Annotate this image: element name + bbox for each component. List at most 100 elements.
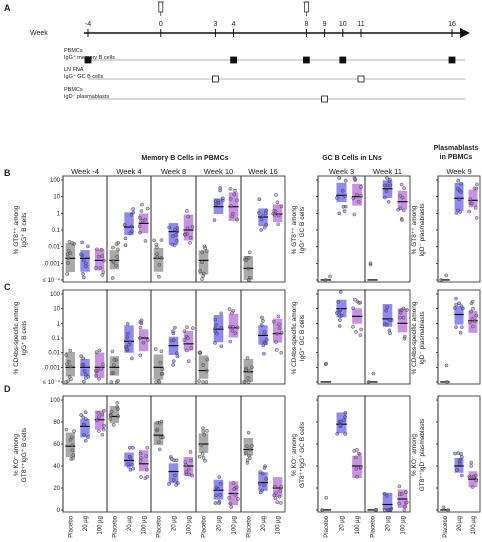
- data-point: [457, 459, 462, 464]
- data-point: [81, 356, 85, 361]
- data-point: [201, 363, 206, 367]
- data-point: [404, 490, 408, 495]
- data-point: [139, 475, 143, 479]
- box: [109, 250, 120, 270]
- data-point: [338, 308, 343, 312]
- category-label: 100 µg: [276, 516, 282, 534]
- data-point: [171, 363, 175, 367]
- data-point: [83, 376, 88, 380]
- data-point: [439, 278, 443, 282]
- y-axis-label: IgG⁺ B cells: [21, 212, 28, 248]
- data-point: [138, 230, 142, 235]
- data-point: [401, 306, 406, 311]
- data-point: [260, 471, 265, 476]
- data-point: [189, 458, 193, 463]
- box: [272, 318, 283, 343]
- data-point: [236, 497, 240, 501]
- y-tick-label: 10: [53, 307, 60, 313]
- box: [65, 243, 76, 273]
- subplot-frame: [240, 175, 286, 283]
- data-point: [459, 325, 464, 329]
- data-point: [65, 362, 69, 367]
- timeline-week: 9: [323, 21, 327, 28]
- y-tick-label: 10: [53, 195, 60, 201]
- data-point: [86, 435, 90, 439]
- data-point: [123, 243, 128, 248]
- data-point: [108, 417, 113, 421]
- data-point: [139, 209, 144, 213]
- data-point: [213, 326, 217, 331]
- data-point: [81, 422, 86, 427]
- data-point: [400, 218, 404, 222]
- data-point: [386, 508, 391, 512]
- header-memory: Memory B Cells in PBMCs: [141, 155, 228, 162]
- data-point: [456, 451, 461, 455]
- data-point: [109, 380, 114, 384]
- data-point: [213, 329, 218, 334]
- data-point: [247, 456, 252, 460]
- data-point: [233, 492, 238, 497]
- subplot-title: Week 4: [116, 167, 141, 176]
- timeline-week: 8: [304, 21, 308, 28]
- data-point: [456, 178, 460, 183]
- data-point: [64, 353, 69, 357]
- data-point: [111, 423, 116, 427]
- data-point: [273, 209, 278, 214]
- category-label: Placebo: [157, 515, 163, 537]
- data-point: [157, 447, 162, 452]
- data-point: [356, 199, 361, 204]
- data-point: [185, 336, 190, 341]
- data-point: [259, 217, 264, 222]
- data-point: [231, 325, 235, 329]
- data-point: [98, 266, 103, 270]
- sample-marker: [321, 95, 329, 103]
- data-point: [199, 443, 204, 447]
- data-point: [131, 466, 135, 471]
- panel-label-b: B: [4, 168, 11, 178]
- data-point: [201, 455, 206, 460]
- data-point: [140, 202, 144, 207]
- data-point: [250, 365, 254, 370]
- data-point: [342, 209, 347, 213]
- data-point: [386, 199, 391, 204]
- data-point: [247, 278, 251, 282]
- data-point: [130, 229, 134, 234]
- data-point: [343, 414, 347, 419]
- data-point: [279, 204, 284, 209]
- data-point: [70, 241, 75, 245]
- data-point: [262, 466, 267, 470]
- data-point: [84, 372, 88, 377]
- data-point: [227, 496, 231, 500]
- data-point: [145, 445, 150, 450]
- data-point: [123, 236, 128, 241]
- data-point: [385, 322, 389, 327]
- data-point: [101, 427, 106, 432]
- data-point: [157, 420, 162, 425]
- data-point: [84, 261, 88, 266]
- data-point: [139, 456, 143, 460]
- timeline-week: 3: [213, 21, 217, 28]
- data-point: [185, 226, 190, 230]
- data-point: [446, 508, 450, 512]
- data-point: [382, 491, 387, 496]
- data-point: [99, 366, 104, 371]
- data-point: [274, 193, 278, 197]
- data-point: [174, 238, 179, 243]
- data-point: [155, 427, 160, 432]
- data-point: [129, 224, 134, 229]
- data-point: [468, 320, 472, 325]
- subplot-title: Week 8: [161, 167, 186, 176]
- data-point: [263, 341, 268, 346]
- y-axis-label: IgG⁺ GC B cells: [299, 314, 306, 361]
- data-point: [155, 255, 160, 260]
- data-point: [116, 247, 120, 252]
- data-point: [257, 211, 261, 215]
- data-point: [457, 301, 461, 306]
- data-point: [275, 500, 280, 505]
- box: [198, 433, 209, 453]
- data-point: [114, 242, 119, 246]
- box: [65, 432, 76, 458]
- syringe-icon: [157, 1, 164, 16]
- data-point: [167, 482, 171, 486]
- data-point: [276, 222, 281, 227]
